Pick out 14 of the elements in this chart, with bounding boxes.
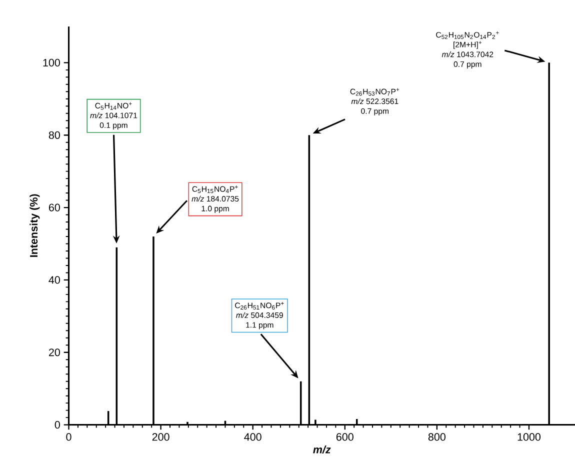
x-tick-label: 400 bbox=[244, 433, 262, 441]
y-tick-label: 40 bbox=[48, 276, 60, 284]
x-tick-label: 200 bbox=[152, 433, 170, 441]
y-tick-label: 0 bbox=[54, 421, 60, 429]
y-axis-title: Intensity (%) bbox=[30, 194, 40, 257]
y-tick-label: 20 bbox=[48, 348, 60, 356]
y-tick-label: 80 bbox=[48, 131, 60, 139]
x-tick-label: 0 bbox=[66, 433, 72, 441]
x-axis-title: m/z bbox=[313, 446, 331, 454]
y-tick-label: 60 bbox=[49, 204, 60, 212]
x-tick-label: 800 bbox=[428, 433, 446, 441]
x-tick-label: 600 bbox=[336, 433, 354, 441]
x-tick-label: 1000 bbox=[518, 433, 540, 441]
y-tick-label: 100 bbox=[43, 58, 60, 67]
